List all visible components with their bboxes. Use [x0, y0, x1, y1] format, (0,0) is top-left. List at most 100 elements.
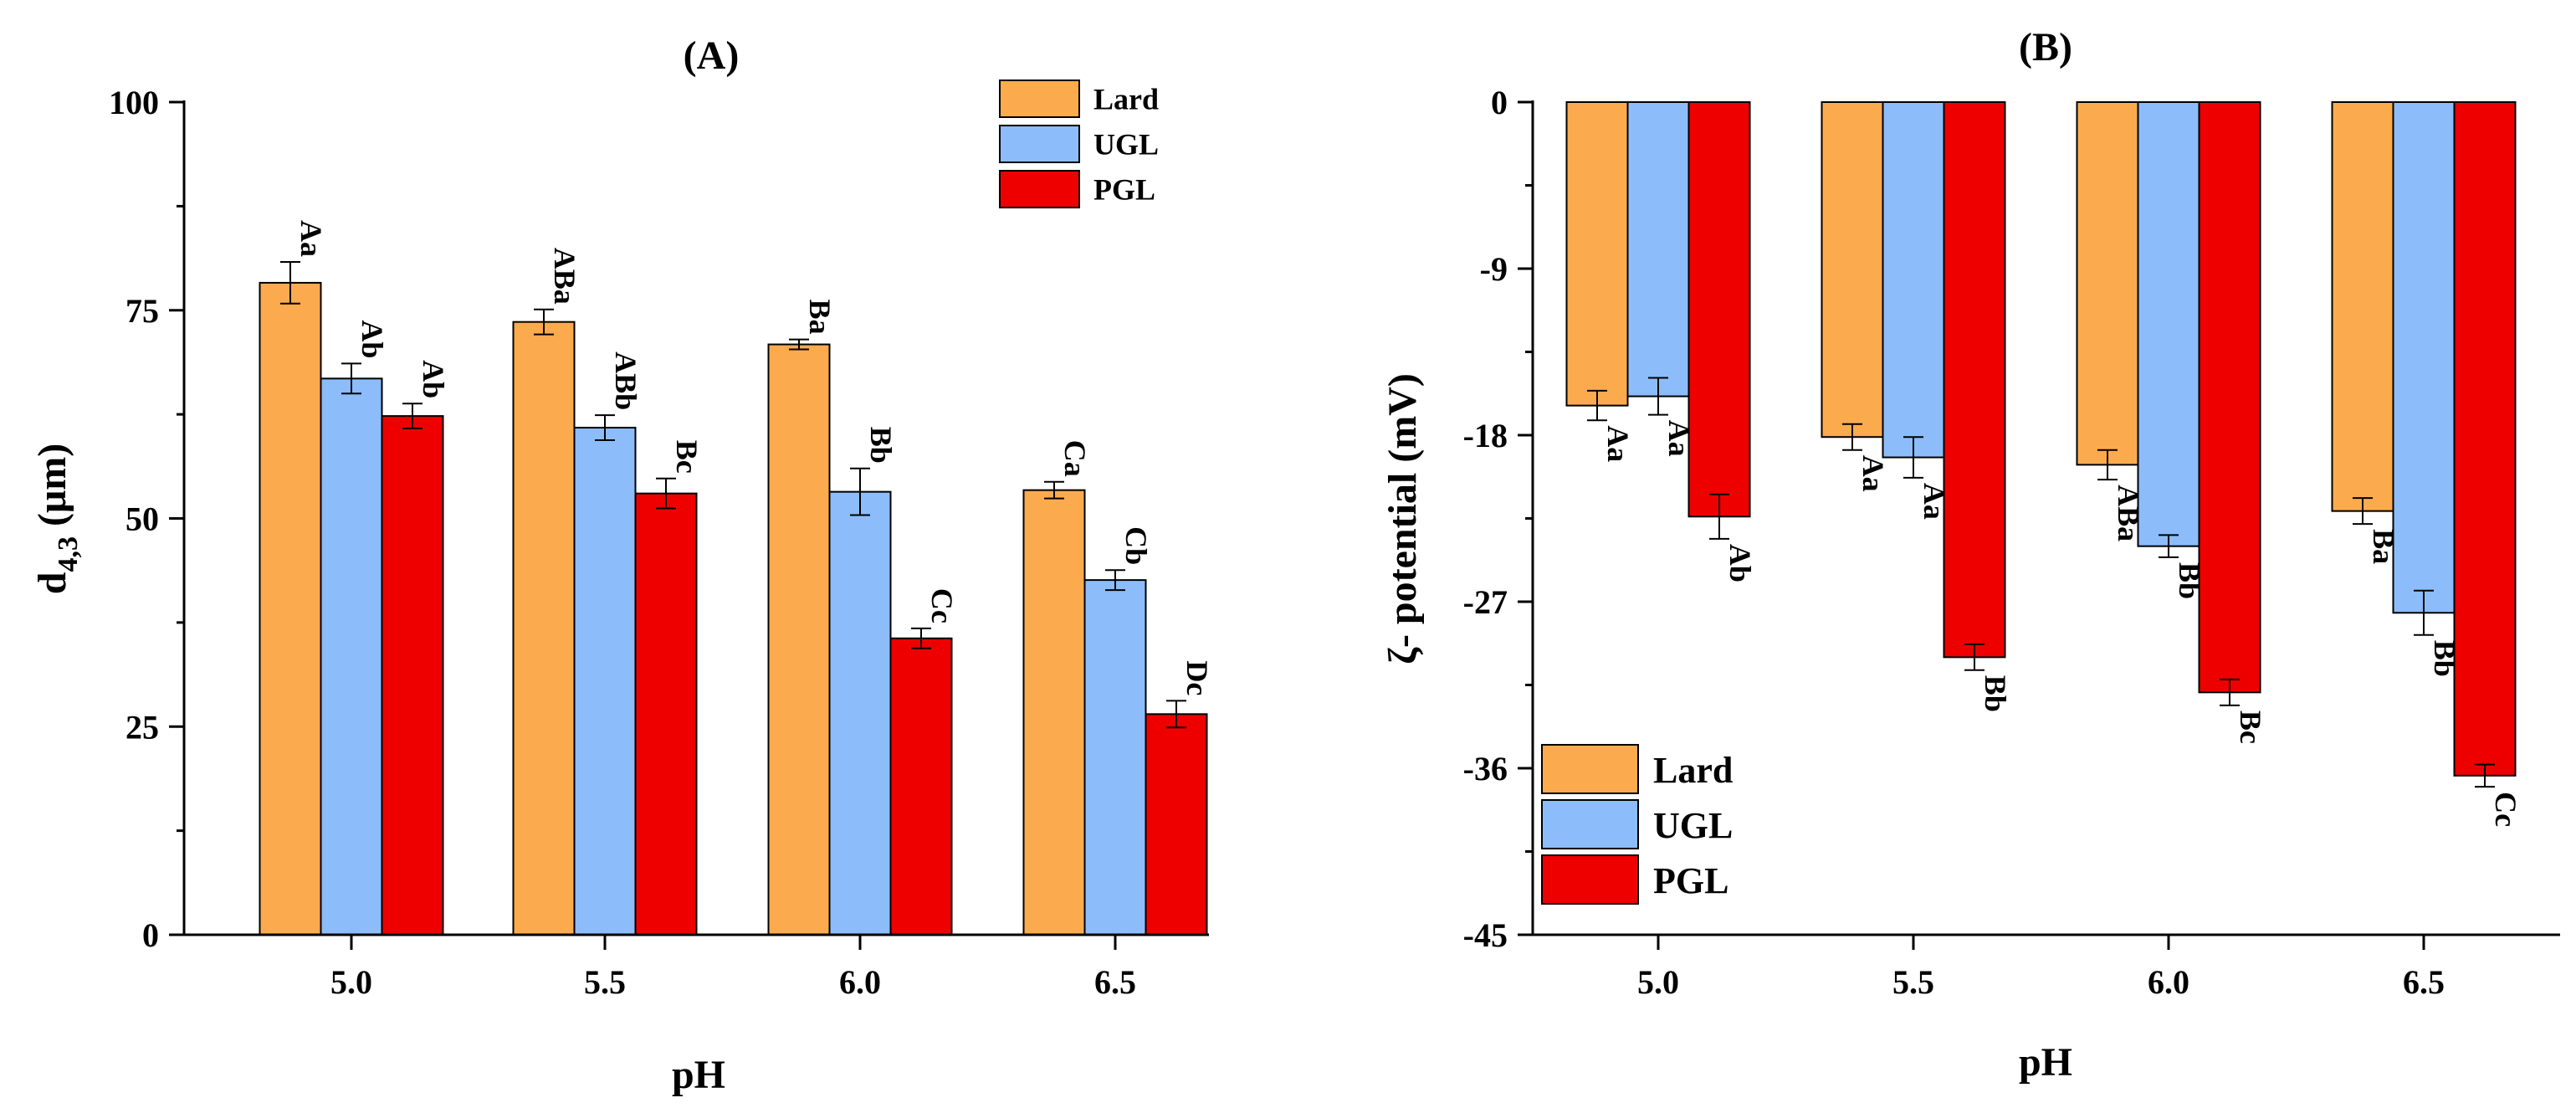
panel-a-bar-lard-0 — [259, 281, 322, 936]
ylabel-main: d — [30, 572, 74, 594]
panel-a-sig-label-ugl-2: Bb — [864, 427, 898, 464]
panel-b-bar-pgl-3 — [2453, 101, 2517, 777]
panel-b-title: (B) — [2019, 25, 2072, 69]
panel-b-legend-swatch-ugl — [1541, 799, 1639, 849]
panel-a-bar-ugl-0 — [320, 377, 383, 936]
panel-b-sig-label-pgl-0: Ab — [1723, 544, 1757, 582]
panel-a-legend-swatch-pgl — [999, 170, 1080, 208]
panel-b-errorbar-lard-1 — [1842, 423, 1862, 451]
panel-b-errorbar-lard-0 — [1587, 389, 1607, 422]
panel-b-bar-ugl-0 — [1626, 101, 1690, 398]
panel-b-legend-swatch-lard — [1541, 744, 1639, 794]
panel-a-xtick-label-1: 5.5 — [584, 963, 626, 1001]
panel-a-sig-label-pgl-1: Bc — [670, 440, 704, 474]
panel-b-ytick-label: -45 — [1463, 916, 1508, 954]
panel-a-errorbar-pgl-0 — [402, 403, 423, 430]
panel-b-xtick-label-1: 5.5 — [1892, 963, 1934, 1001]
panel-b-errorbar-lard-3 — [2353, 497, 2373, 526]
panel-a-errorbar-ugl-0 — [341, 362, 361, 395]
panel-a-xlabel: pH — [672, 1053, 725, 1097]
panel-a-title: (A) — [684, 33, 740, 78]
panel-a-legend: Lard UGL PGL — [999, 80, 1159, 208]
panel-a-sig-label-ugl-3: Cb — [1119, 526, 1153, 565]
panel-b-xtick-label-2: 6.0 — [2148, 963, 2189, 1001]
panel-b-errorbar-pgl-3 — [2475, 763, 2495, 788]
panel-b-bar-pgl-0 — [1687, 101, 1751, 518]
panel-a-legend-label-ugl: UGL — [1093, 127, 1159, 161]
panel-b-legend-label-lard: Lard — [1653, 750, 1733, 791]
panel-b-sig-label-lard-0: Aa — [1601, 425, 1635, 462]
panel-a-errorbar-lard-2 — [789, 338, 809, 351]
panel-b-bar-lard-2 — [2076, 101, 2139, 466]
panel-b-xtick-label-3: 6.5 — [2403, 963, 2445, 1001]
panel-b-errorbar-ugl-3 — [2414, 589, 2434, 636]
panel-a-bar-lard-3 — [1022, 489, 1086, 936]
panel-b-chart: AaAaABaBaAaAaBbBbAbBbBcCc0-9-18-27-36-45… — [1380, 25, 2560, 1085]
panel-a-legend-swatch-lard — [999, 80, 1080, 118]
panel-b-errorbar-ugl-0 — [1648, 377, 1668, 416]
panel-a-legend-label-pgl: PGL — [1093, 172, 1155, 206]
panel-b-bar-ugl-2 — [2137, 101, 2200, 547]
panel-a-sig-label-lard-2: Ba — [803, 300, 837, 335]
panel-b-ytick-label: -18 — [1463, 417, 1508, 454]
panel-a-errorbar-ugl-2 — [850, 467, 870, 516]
panel-a-sig-label-lard-0: Aa — [294, 220, 328, 257]
panel-a-errorbar-lard-3 — [1044, 480, 1064, 500]
panel-a-sig-label-ugl-1: ABb — [609, 351, 643, 410]
panel-b-legend-swatch-pgl — [1541, 854, 1639, 905]
panel-a-errorbar-pgl-1 — [656, 477, 676, 510]
panel-a-bar-pgl-3 — [1145, 713, 1208, 936]
panel-a-xtick-label-3: 6.5 — [1094, 963, 1136, 1001]
panel-a-sig-label-lard-3: Ca — [1058, 440, 1092, 477]
panel-b-legend-label-ugl: UGL — [1653, 805, 1733, 846]
panel-b-ytick-label: -27 — [1463, 583, 1508, 621]
panel-a-bar-ugl-1 — [573, 427, 637, 936]
panel-a-errorbar-pgl-3 — [1166, 700, 1186, 729]
panel-a-chart: Aa ABa Ba Ca Ab ABb Bb Cb Ab Bc Cc Dc 0 25 50 75 100 5.0 5… — [30, 33, 1214, 1097]
panel-a-ytick-label: 100 — [109, 84, 159, 121]
panel-a-xtick-label-2: 6.0 — [839, 963, 881, 1001]
panel-b-bar-lard-1 — [1821, 101, 1884, 439]
panel-a-sig-label-pgl-0: Ab — [417, 360, 450, 398]
panel-b-xlabel: pH — [2019, 1040, 2072, 1085]
panel-a-sig-label-pgl-3: Dc — [1180, 660, 1214, 695]
panel-b-ytick-label: 0 — [1491, 84, 1508, 121]
panel-a-sig-label-ugl-0: Ab — [356, 320, 389, 358]
panel-a-errorbar-lard-1 — [534, 308, 554, 336]
panel-a-errorbar-ugl-1 — [595, 414, 615, 441]
panel-b-axes — [1518, 100, 2560, 950]
panel-a-legend-label-lard: Lard — [1093, 82, 1159, 115]
panel-b-legend-label-pgl: PGL — [1653, 860, 1728, 901]
panel-b-bar-lard-0 — [1565, 101, 1629, 407]
panel-b-errorbar-ugl-1 — [1903, 436, 1923, 479]
panel-a-errorbar-ugl-3 — [1105, 569, 1125, 592]
panel-b-errorbar-ugl-2 — [2159, 534, 2179, 558]
panel-b-sig-label-pgl-1: Bb — [1979, 675, 2012, 712]
panel-a-ytick-label: 50 — [125, 500, 159, 538]
panel-b-bar-pgl-1 — [1943, 101, 2006, 659]
panel-b-sig-label-lard-1: Aa — [1856, 455, 1890, 492]
panel-b-ytick-label: -36 — [1463, 750, 1508, 787]
panel-a-errorbar-lard-0 — [280, 261, 300, 305]
ylabel-subscript: 4,3 — [53, 536, 84, 572]
panel-a-ylabel: d4,3 (μm) — [30, 444, 84, 594]
panel-b-legend: Lard UGL PGL — [1541, 744, 1733, 905]
panel-a-bar-lard-2 — [767, 343, 831, 936]
panel-b-sig-label-pgl-2: Bc — [2234, 710, 2267, 744]
panel-a-axes — [169, 100, 1209, 950]
panel-b-xtick-label-0: 5.0 — [1637, 963, 1679, 1001]
panel-a-sig-label-lard-1: ABa — [548, 248, 581, 305]
panel-b-bar-lard-3 — [2331, 101, 2394, 512]
panel-a-bar-pgl-2 — [889, 637, 953, 936]
panel-a-bar-ugl-3 — [1083, 579, 1147, 936]
panel-a-bar-ugl-2 — [828, 490, 892, 936]
panel-b-errorbar-pgl-0 — [1709, 493, 1729, 540]
panel-b-bar-ugl-1 — [1882, 101, 1945, 459]
panel-b-errorbar-pgl-1 — [1964, 643, 1984, 671]
panel-a-ytick-label: 0 — [142, 916, 159, 954]
panel-a-errorbar-pgl-2 — [911, 627, 931, 649]
panel-a-xtick-label-0: 5.0 — [330, 963, 372, 1001]
panel-a-bar-pgl-0 — [381, 415, 444, 936]
panel-b-ylabel: ζ- potential (mV) — [1380, 373, 1425, 664]
